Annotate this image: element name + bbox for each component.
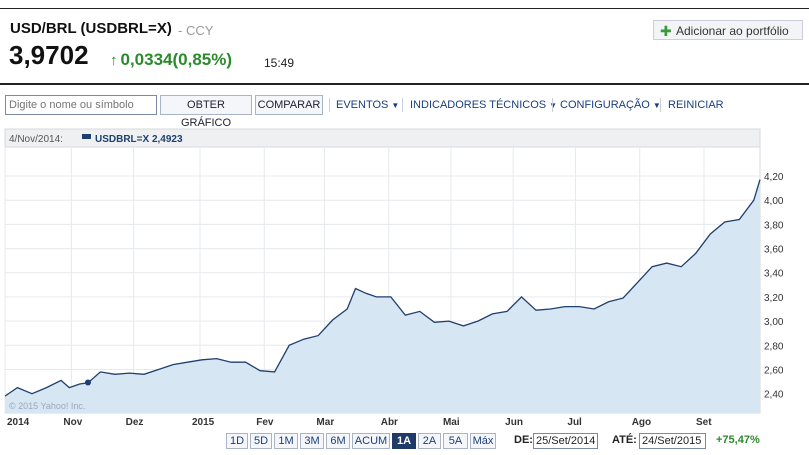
range-button[interactable]: 2A: [418, 433, 441, 449]
caret-down-icon: ▼: [652, 101, 661, 110]
page-title: USD/BRL (USDBRL=X): [10, 20, 172, 37]
exchange-label: - CCY: [178, 23, 214, 38]
add-portfolio-button[interactable]: ✚ Adicionar ao portfólio: [653, 20, 803, 40]
series-area: [5, 179, 760, 413]
toolbar-divider: [329, 98, 330, 112]
x-tick-label: Set: [696, 417, 712, 428]
indicators-menu[interactable]: INDICADORES TÉCNICOS ▼: [410, 99, 557, 111]
x-tick-label: Jun: [505, 417, 523, 428]
range-button[interactable]: 1A: [392, 433, 416, 449]
header-divider: [0, 83, 809, 85]
range-button[interactable]: 6M: [326, 433, 350, 449]
y-tick-label: 4,00: [764, 196, 784, 207]
events-menu[interactable]: EVENTOS ▼: [336, 99, 399, 111]
events-label: EVENTOS: [336, 99, 389, 111]
period-change: +75,47%: [716, 434, 760, 446]
quote-time: 15:49: [264, 56, 295, 70]
x-tick-label: Mai: [443, 417, 460, 428]
chart-area: 4/Nov/2014: USDBRL=X 2,4923 © 2015 Yahoo…: [0, 126, 809, 455]
x-tick-label: Jul: [567, 417, 582, 428]
x-tick-label: Dez: [126, 417, 144, 428]
toolbar-divider: [402, 98, 403, 112]
y-tick-label: 4,20: [764, 172, 784, 183]
x-tick-label: Nov: [63, 417, 82, 428]
to-date-input[interactable]: 24/Set/2015: [639, 433, 706, 449]
range-button[interactable]: Máx: [470, 433, 496, 449]
copyright-text: © 2015 Yahoo! Inc.: [9, 401, 85, 411]
indicators-label: INDICADORES TÉCNICOS: [410, 99, 547, 111]
price-change: ↑ 0,0334(0,85%): [110, 50, 232, 70]
range-button[interactable]: 3M: [300, 433, 324, 449]
toolbar-divider: [552, 98, 553, 112]
config-label: CONFIGURAÇÃO: [560, 99, 650, 111]
up-arrow-icon: ↑: [110, 52, 118, 69]
toolbar-divider: [660, 98, 661, 112]
to-label: ATÉ:: [612, 434, 637, 446]
price-chart: 4/Nov/2014: USDBRL=X 2,4923 © 2015 Yahoo…: [4, 128, 784, 428]
y-axis: 2,40 2,60 2,80 3,00 3,20 3,40 3,60 3,80 4,00 4,20: [764, 172, 784, 401]
chart-toolbar: OBTER GRÁFICO COMPARAR EVENTOS▼ INDICADO…: [0, 95, 809, 129]
price-value: 3,9702: [9, 40, 89, 70]
y-tick-label: 2,80: [764, 341, 784, 352]
y-tick-label: 3,20: [764, 293, 784, 304]
y-tick-label: 3,40: [764, 269, 784, 280]
add-portfolio-label: Adicionar ao portfólio: [676, 24, 789, 38]
range-button[interactable]: 5A: [443, 433, 468, 449]
symbol-search-input[interactable]: [5, 95, 157, 115]
series-group: [4, 179, 761, 413]
x-tick-label: Ago: [632, 417, 651, 428]
x-axis: 2014 Nov Dez 2015 Fev Mar Abr Mai Jun Jul Ago Set: [7, 417, 712, 428]
range-selector: 1D 5D 1M 3M 6M ACUM 1A 2A 5A Máx: [0, 433, 809, 449]
x-tick-label: Fev: [256, 417, 274, 428]
plus-icon: ✚: [660, 23, 672, 39]
reset-link[interactable]: REINICIAR: [668, 99, 724, 111]
legend-date: 4/Nov/2014:: [9, 134, 63, 145]
from-date-input[interactable]: 25/Set/2014: [533, 433, 598, 449]
get-chart-button[interactable]: OBTER GRÁFICO: [160, 95, 252, 129]
change-value: 0,0334(0,85%): [120, 50, 233, 69]
range-button[interactable]: 1D: [226, 433, 248, 449]
x-tick-label: 2014: [7, 417, 30, 428]
y-tick-label: 3,80: [764, 220, 784, 231]
caret-down-icon: ▼: [549, 101, 558, 110]
range-button[interactable]: 5D: [250, 433, 272, 449]
caret-down-icon: ▼: [391, 101, 400, 110]
from-label: DE:: [514, 434, 533, 446]
config-menu[interactable]: CONFIGURAÇÃO ▼: [560, 99, 661, 111]
y-tick-label: 2,60: [764, 365, 784, 376]
legend-series: USDBRL=X 2,4923: [95, 134, 183, 145]
x-tick-label: Abr: [381, 417, 398, 428]
x-tick-label: 2015: [192, 417, 215, 428]
x-tick-label: Mar: [316, 417, 334, 428]
range-button[interactable]: ACUM: [352, 433, 390, 449]
y-tick-label: 3,00: [764, 317, 784, 328]
series-line: [4, 179, 761, 397]
y-tick-label: 2,40: [764, 390, 784, 401]
top-rule: [0, 8, 809, 9]
legend-swatch: [82, 134, 91, 139]
range-button[interactable]: 1M: [274, 433, 298, 449]
y-tick-label: 3,60: [764, 245, 784, 256]
highlight-point: [84, 379, 91, 386]
compare-button[interactable]: COMPARAR: [255, 95, 323, 115]
